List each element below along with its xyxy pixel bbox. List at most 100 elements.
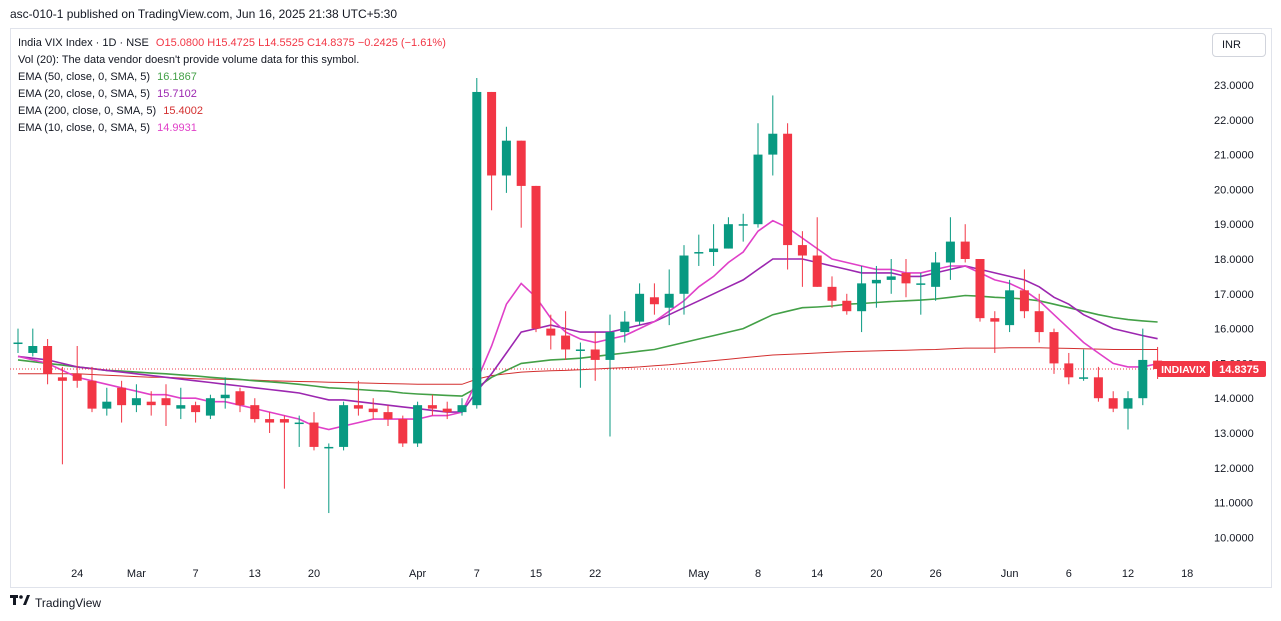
x-tick-label: 7 — [193, 568, 199, 580]
candle-body — [960, 241, 970, 259]
currency-button[interactable]: INR — [1212, 33, 1266, 57]
candle-body — [353, 405, 363, 409]
candle-body — [561, 335, 571, 350]
candle-body — [575, 349, 585, 351]
legend-ema200-label: EMA (200, close, 0, SMA, 5) — [18, 105, 157, 117]
y-tick-label: 18.0000 — [1214, 254, 1254, 266]
chart-legend: India VIX Index · 1D · NSE O15.0800 H15.… — [18, 35, 446, 137]
candle-body — [191, 405, 201, 413]
candle-body — [501, 140, 511, 176]
price-tag-value: 14.8375 — [1219, 364, 1259, 376]
tradingview-logo-icon — [10, 595, 30, 610]
candle-body — [294, 422, 304, 425]
candle-body — [605, 332, 615, 360]
candle-body — [442, 408, 452, 413]
brand-name: TradingView — [35, 595, 102, 610]
candle-body — [620, 321, 630, 333]
y-tick-label: 13.0000 — [1214, 428, 1254, 440]
candle-body — [339, 405, 349, 447]
chart-frame[interactable] — [10, 28, 1272, 588]
legend-ema50-label: EMA (50, close, 0, SMA, 5) — [18, 71, 151, 83]
legend-ema50-row[interactable]: EMA (50, close, 0, SMA, 5) 16.1867 — [18, 69, 446, 86]
candle-body — [1138, 359, 1148, 399]
legend-ema50-value: 16.1867 — [157, 71, 197, 83]
candle-body — [975, 259, 985, 319]
x-tick-label: 26 — [929, 568, 941, 580]
series-line-ema50 — [17, 294, 1158, 397]
price-tag-symbol: INDIAVIX — [1161, 364, 1206, 376]
x-tick-label: 8 — [755, 568, 761, 580]
x-tick-label: 22 — [589, 568, 601, 580]
legend-close: C14.8375 — [307, 37, 355, 49]
candle-body — [546, 328, 556, 336]
x-tick-label: 15 — [530, 568, 542, 580]
published-header: asc-010-1 published on TradingView.com, … — [10, 7, 398, 21]
candle-body — [842, 300, 852, 312]
candle-body — [13, 342, 23, 345]
candle-body — [709, 248, 719, 253]
candle-body — [57, 377, 67, 381]
candle-body — [679, 255, 689, 294]
series-line-ema10 — [17, 219, 1158, 431]
candle-body — [590, 349, 600, 360]
legend-ema10-label: EMA (10, close, 0, SMA, 5) — [18, 122, 151, 134]
series-line-ema200 — [18, 347, 1158, 385]
candle-body — [1108, 398, 1118, 409]
legend-ema20-value: 15.7102 — [157, 88, 197, 100]
x-tick-label: Apr — [409, 568, 426, 580]
candle-body — [797, 245, 807, 256]
candle-body — [723, 224, 733, 249]
candle-body — [72, 373, 82, 381]
legend-ohlc-row: India VIX Index · 1D · NSE O15.0800 H15.… — [18, 35, 446, 52]
candle-body — [871, 279, 881, 284]
candle-body — [87, 380, 97, 409]
candle-body — [945, 241, 955, 263]
legend-ema20-label: EMA (20, close, 0, SMA, 5) — [18, 88, 151, 100]
x-tick-label: 7 — [474, 568, 480, 580]
y-tick-label: 17.0000 — [1214, 289, 1254, 301]
x-tick-label: 20 — [870, 568, 882, 580]
candle-body — [916, 283, 926, 285]
legend-ema20-row[interactable]: EMA (20, close, 0, SMA, 5) 15.7102 — [18, 86, 446, 103]
y-tick-label: 16.0000 — [1214, 324, 1254, 336]
candle-body — [28, 346, 38, 353]
candle-body — [931, 262, 941, 287]
legend-ema200-row[interactable]: EMA (200, close, 0, SMA, 5) 15.4002 — [18, 103, 446, 120]
candle-body — [472, 91, 482, 406]
candle-body — [457, 405, 467, 413]
candle-body — [117, 387, 127, 406]
legend-symbol[interactable]: India VIX Index · 1D · NSE — [18, 37, 149, 49]
legend-ema200-value: 15.4002 — [163, 105, 203, 117]
candle-body — [1079, 377, 1089, 379]
candle-body — [220, 394, 230, 399]
candle-body — [812, 255, 822, 287]
x-tick-label: Mar — [127, 568, 146, 580]
candle-body — [738, 224, 748, 226]
candle-body — [250, 405, 260, 420]
candle-body — [1049, 332, 1059, 364]
candle-body — [1123, 398, 1133, 409]
candle-body — [753, 154, 763, 225]
candle-body — [205, 398, 215, 416]
x-tick-label: Jun — [1001, 568, 1019, 580]
x-tick-label: 20 — [308, 568, 320, 580]
candle-body — [427, 405, 437, 409]
candle-body — [265, 419, 275, 423]
tradingview-brand[interactable]: TradingView — [10, 595, 101, 610]
y-tick-label: 11.0000 — [1214, 498, 1253, 510]
x-tick-label: 18 — [1181, 568, 1193, 580]
candle-body — [131, 398, 141, 406]
legend-volume-note: Vol (20): The data vendor doesn't provid… — [18, 54, 360, 66]
y-tick-label: 10.0000 — [1214, 532, 1254, 544]
y-tick-label: 19.0000 — [1214, 219, 1254, 231]
y-tick-label: 22.0000 — [1214, 115, 1254, 127]
x-tick-label: 13 — [249, 568, 261, 580]
candle-body — [531, 185, 541, 329]
legend-ema10-row[interactable]: EMA (10, close, 0, SMA, 5) 14.9931 — [18, 120, 446, 137]
legend-ema10-value: 14.9931 — [157, 122, 197, 134]
candle-body — [827, 286, 837, 301]
candle-body — [413, 405, 423, 444]
x-tick-label: May — [688, 568, 709, 580]
candle-body — [649, 297, 659, 305]
